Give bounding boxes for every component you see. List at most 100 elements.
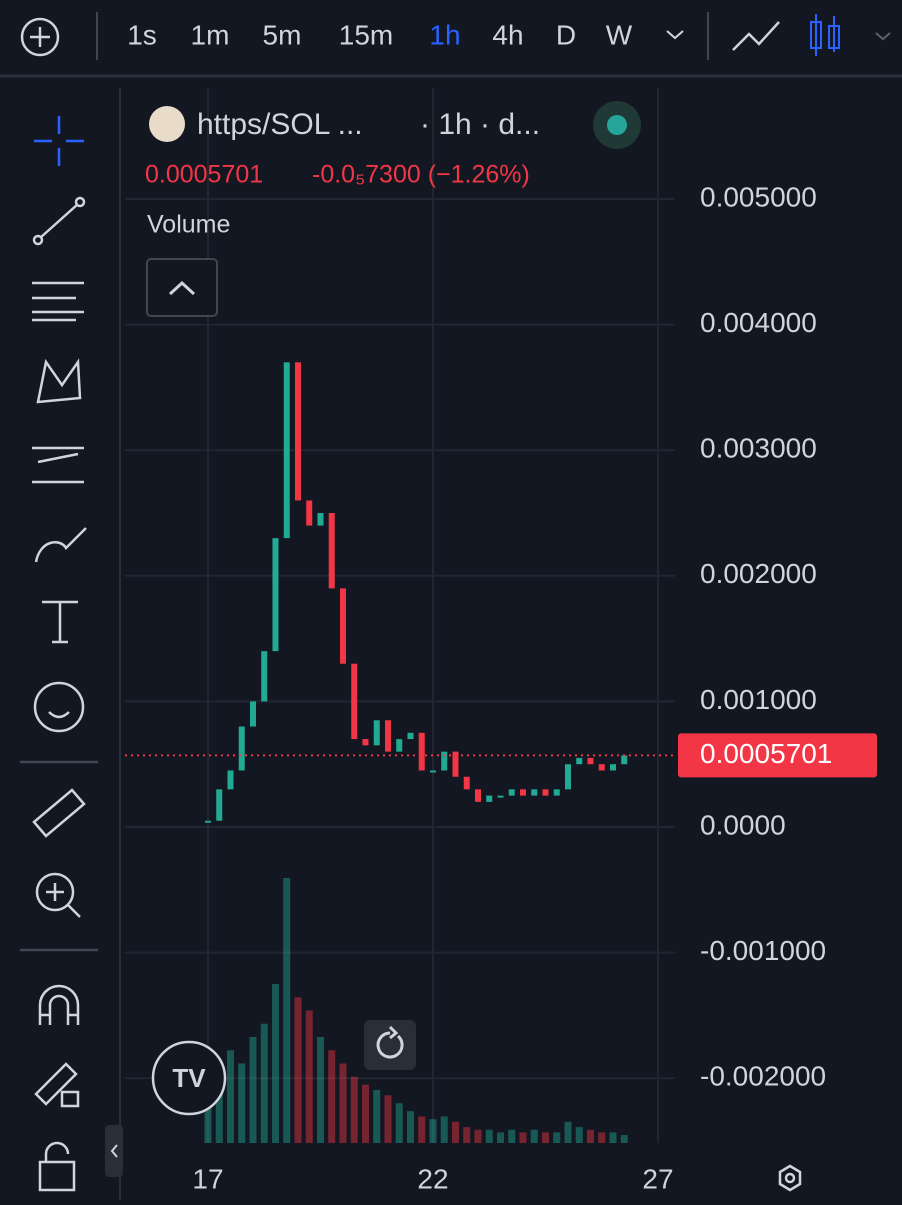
candle: [418, 732, 425, 771]
interval-button[interactable]: 1m: [191, 19, 230, 50]
interval-button[interactable]: 4h: [492, 19, 523, 50]
collapse-legend-button[interactable]: [146, 258, 218, 317]
volume-bar: [238, 1063, 246, 1143]
lock-drawing-tool[interactable]: [34, 1062, 78, 1106]
volume-bar: [440, 1116, 448, 1143]
candle: [564, 764, 571, 790]
volume-bar: [384, 1095, 392, 1143]
volume-bar: [496, 1132, 504, 1143]
candle: [474, 789, 481, 802]
candle: [396, 739, 403, 752]
x-tick-label: 22: [417, 1163, 448, 1194]
volume-bar: [553, 1132, 561, 1143]
volume-bars: [204, 878, 628, 1143]
candle: [249, 701, 256, 727]
y-tick-label: 0.0000: [700, 809, 786, 840]
line-chart-button[interactable]: [732, 21, 780, 51]
interval-dropdown[interactable]: [666, 30, 684, 40]
chart-type-dropdown[interactable]: [875, 32, 891, 41]
candle: [587, 757, 594, 765]
interval-button[interactable]: 5m: [263, 19, 302, 50]
text-tool[interactable]: [42, 600, 78, 644]
add-symbol-button[interactable]: [20, 17, 60, 57]
volume-bar: [294, 997, 302, 1143]
chevron: [168, 280, 196, 296]
symbol-icon: [149, 106, 185, 142]
candle: [351, 663, 358, 740]
candle: [452, 751, 459, 777]
volume-bar: [215, 1076, 223, 1143]
volume-bar: [598, 1132, 606, 1143]
candle: [441, 751, 448, 771]
interval-button[interactable]: 1h: [429, 19, 460, 50]
logo-mark: TV: [172, 1063, 206, 1093]
emoji-tool[interactable]: [33, 681, 85, 733]
fib-tool[interactable]: [32, 281, 84, 322]
candle: [261, 651, 268, 702]
volume-bar: [541, 1132, 549, 1143]
plus-icon: [30, 27, 50, 47]
interval-button[interactable]: D: [556, 19, 576, 50]
candle: [227, 770, 234, 790]
trend-line-tool[interactable]: [39, 203, 79, 239]
reset-icon: [376, 1025, 404, 1059]
volume-bar: [564, 1121, 572, 1143]
collapse-sidebar-button[interactable]: [105, 1125, 123, 1177]
grid: [125, 88, 675, 1143]
y-tick-label: 0.005000: [700, 181, 817, 212]
volume-bar: [463, 1127, 471, 1143]
volume-bar: [361, 1084, 369, 1143]
ruler-tool[interactable]: [32, 788, 86, 838]
axes: 0.005000 0.004000 0.003000 0.002000 0.001000…: [125, 181, 877, 1194]
chevron: [110, 1144, 118, 1158]
volume-bar: [451, 1121, 459, 1143]
candle: [553, 789, 560, 796]
y-tick-label: 0.002000: [700, 558, 817, 589]
x-tick-label: 17: [192, 1163, 223, 1194]
reset-chart-button[interactable]: [364, 1020, 416, 1070]
volume-bar: [609, 1132, 617, 1143]
y-tick-label: 0.001000: [700, 684, 817, 715]
x-tick-label: 27: [642, 1163, 673, 1194]
symbol-meta: · 1h · d...: [420, 108, 540, 141]
interval-button[interactable]: W: [606, 19, 633, 50]
volume-bar: [283, 878, 291, 1143]
unlock-tool[interactable]: [38, 1160, 76, 1192]
candle: [339, 588, 346, 664]
candle: [216, 789, 223, 821]
candles: [204, 362, 628, 823]
volume-bar: [305, 1010, 313, 1143]
candle: [621, 755, 628, 765]
interval-button[interactable]: 1s: [127, 19, 157, 50]
symbol-name[interactable]: https/SOL ...: [197, 108, 363, 141]
volume-label: Volume: [147, 211, 230, 239]
tradingview-logo[interactable]: [151, 1040, 227, 1116]
candle: [609, 764, 616, 771]
candle: [384, 720, 391, 752]
candle: [429, 770, 436, 773]
brush-tool[interactable]: [34, 527, 87, 563]
volume-bar: [530, 1129, 538, 1143]
volume-bar: [485, 1129, 493, 1143]
pattern-tool[interactable]: [36, 358, 82, 404]
prediction-tool[interactable]: [32, 446, 84, 484]
toolbar: 1s 1m 5m 15m 1h 4h D W: [20, 12, 891, 60]
volume-bar: [575, 1127, 583, 1143]
candle-chart-button[interactable]: [810, 14, 840, 56]
candle: [362, 739, 369, 746]
candle: [576, 757, 583, 765]
volume-bar: [260, 1023, 268, 1143]
volume-bar: [418, 1116, 426, 1143]
crosshair-tool[interactable]: [34, 116, 84, 166]
zoom-tool[interactable]: [35, 872, 75, 912]
candle: [486, 795, 493, 802]
volume-bar: [271, 984, 279, 1143]
settings-button[interactable]: [778, 1164, 802, 1192]
magnet-tool[interactable]: [38, 984, 80, 1025]
candle: [306, 500, 313, 526]
interval-button[interactable]: 15m: [339, 19, 393, 50]
candle: [328, 513, 335, 589]
volume-bar: [586, 1129, 594, 1143]
volume-bar: [350, 1076, 358, 1143]
